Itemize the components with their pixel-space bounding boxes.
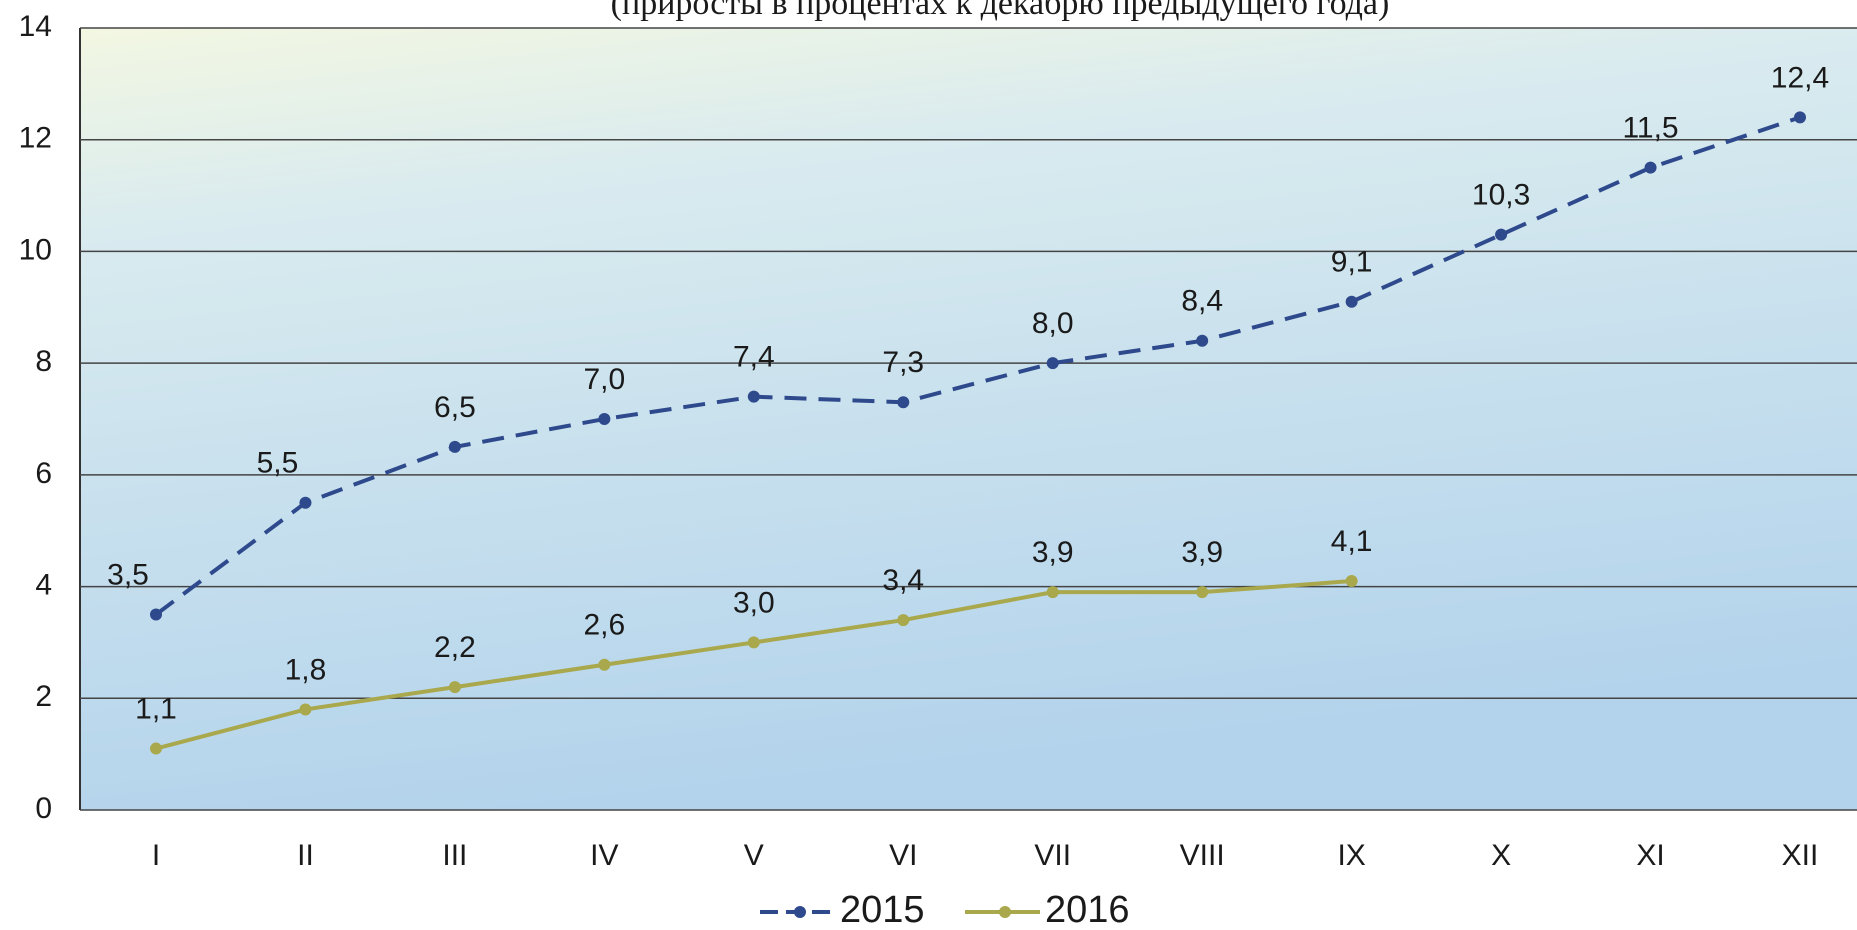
point (1644, 161, 1657, 174)
x-tick-label: XI (1636, 839, 1664, 872)
data-label: 1,8 (285, 653, 327, 686)
y-tick-label: 10 (19, 233, 52, 266)
point (1196, 334, 1209, 347)
x-tick-label: I (152, 839, 160, 872)
x-tick-label: II (297, 839, 314, 872)
data-label: 10,3 (1472, 179, 1530, 212)
point (448, 681, 461, 694)
point (150, 608, 162, 621)
data-label: 4,1 (1331, 525, 1373, 558)
legend-label: 2016 (1045, 889, 1130, 930)
point (1794, 111, 1806, 124)
data-label: 7,4 (733, 341, 775, 374)
data-label: 3,9 (1181, 536, 1223, 569)
x-tick-label: IV (590, 839, 618, 872)
point (150, 742, 162, 755)
data-label: 2,2 (434, 631, 476, 664)
legend-label: 2015 (840, 889, 925, 930)
data-label: 5,5 (257, 447, 299, 480)
point (598, 413, 611, 425)
data-label: 8,4 (1181, 285, 1223, 318)
point (1196, 586, 1209, 599)
series-line (154, 115, 1801, 617)
x-tick-label: X (1491, 839, 1511, 872)
point (897, 614, 910, 627)
y-tick-label: 0 (35, 792, 52, 825)
x-tick-label: IX (1337, 839, 1365, 872)
data-label: 6,5 (434, 391, 476, 424)
x-tick-label: XII (1782, 839, 1819, 872)
point (1046, 586, 1059, 599)
data-label: 1,1 (135, 692, 177, 725)
point (897, 396, 910, 409)
data-label: 2,6 (584, 609, 626, 642)
plot-area (80, 28, 1857, 810)
x-tick-label: VI (889, 839, 917, 872)
y-tick-label: 12 (19, 122, 52, 155)
x-tick-label: III (442, 839, 467, 872)
point (299, 496, 312, 509)
data-label: 7,0 (584, 363, 626, 396)
x-tick-label: V (744, 839, 764, 872)
y-tick-label: 4 (35, 568, 52, 601)
data-label: 12,4 (1771, 61, 1829, 94)
x-tick-label: VIII (1180, 839, 1225, 872)
point (448, 440, 461, 453)
chart-subtitle: (приросты в процентах к декабрю предыдущ… (611, 0, 1390, 22)
data-label: 9,1 (1331, 246, 1373, 279)
data-label: 3,0 (733, 586, 775, 619)
data-label: 3,9 (1032, 536, 1074, 569)
point (1345, 574, 1358, 587)
y-tick-label: 14 (19, 10, 52, 43)
point (747, 636, 760, 649)
point (1046, 357, 1059, 370)
point (1495, 228, 1508, 241)
point (747, 390, 760, 403)
x-tick-label: VII (1034, 839, 1071, 872)
data-label: 11,5 (1622, 112, 1678, 145)
data-label: 8,0 (1032, 307, 1074, 340)
data-label: 3,4 (882, 564, 924, 597)
legend-marker (794, 906, 806, 918)
point (598, 658, 611, 671)
legend-marker (999, 906, 1011, 918)
point (1345, 295, 1358, 308)
y-tick-label: 2 (35, 680, 52, 713)
y-tick-label: 8 (35, 345, 52, 378)
data-label: 7,3 (882, 346, 924, 379)
point (299, 703, 312, 716)
data-label: 3,5 (107, 558, 149, 591)
y-tick-label: 6 (35, 457, 52, 490)
